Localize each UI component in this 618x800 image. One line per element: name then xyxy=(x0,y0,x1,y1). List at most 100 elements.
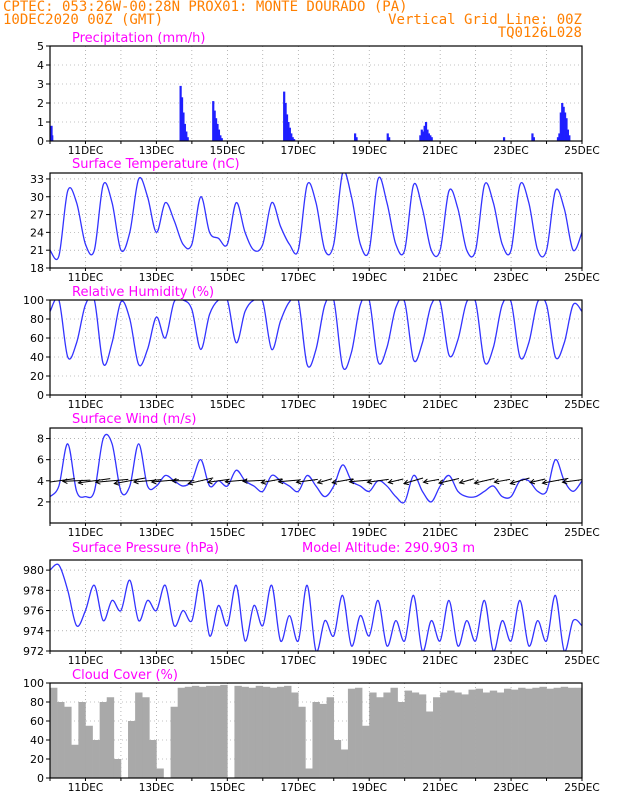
wind-arrow xyxy=(542,477,569,484)
panel-rh: 0 20 40 60 80 100 11DEC 13DEC 15DEC 17DEC 19DEC 21D… xyxy=(23,285,600,411)
cloud-bar xyxy=(433,697,441,778)
precip-bar xyxy=(388,137,391,141)
cloud-bar xyxy=(198,686,207,778)
wind-arrowhead xyxy=(403,479,409,486)
precip-bar xyxy=(284,103,287,141)
cloud-bar xyxy=(305,768,313,778)
cloud-bar xyxy=(319,703,327,778)
x-tick-label: 15DEC xyxy=(210,655,245,667)
cloud-bar xyxy=(113,759,122,778)
cloud-bar xyxy=(276,686,285,778)
cloud-bar xyxy=(411,692,420,778)
y-tick-label: 0 xyxy=(37,772,44,785)
wind-arrow xyxy=(188,477,214,485)
wind-arrowhead xyxy=(132,478,139,485)
y-tick-label: 1 xyxy=(37,116,44,129)
wind-arrowhead xyxy=(206,478,213,485)
wind-arrowhead xyxy=(61,478,68,485)
cloud-bar xyxy=(291,692,299,778)
temp-line xyxy=(50,173,582,261)
cloud-bar xyxy=(475,688,483,778)
cloud-bar xyxy=(503,688,512,778)
precip-bar xyxy=(285,114,289,141)
x-tick-label: 25DEC xyxy=(564,272,599,284)
wind-arrowhead xyxy=(150,478,157,485)
cloud-bar xyxy=(567,687,576,778)
y-tick-label: 60 xyxy=(30,715,44,728)
wind-arrow xyxy=(459,478,475,484)
wind-arrow xyxy=(278,479,301,483)
x-tick-label: 19DEC xyxy=(351,272,386,284)
precip-bar xyxy=(290,133,293,141)
header-model-id: TQ0126L028 xyxy=(497,25,582,41)
wind-arrowhead xyxy=(94,479,101,485)
x-tick-label: 17DEC xyxy=(281,272,316,284)
x-tick-label: 11DEC xyxy=(68,399,103,411)
wind-arrow xyxy=(367,478,389,483)
x-tick-label: 17DEC xyxy=(281,782,316,794)
x-tick-label: 23DEC xyxy=(493,655,528,667)
x-tick-label: 19DEC xyxy=(351,527,386,539)
precip-bar xyxy=(532,137,535,141)
wind-arrowhead xyxy=(260,479,267,485)
series-temp xyxy=(50,173,582,261)
precip-bar xyxy=(566,129,570,141)
wind-arrowhead xyxy=(473,479,480,485)
panel-title: Surface Pressure (hPa) xyxy=(72,541,219,556)
precip-bar xyxy=(559,112,562,141)
precip-bar xyxy=(355,137,358,141)
wind-arrow xyxy=(95,478,129,483)
precip-bar xyxy=(183,123,186,141)
y-tick-label: 21 xyxy=(30,244,44,257)
wind-arrow xyxy=(50,478,75,483)
cloud-bar xyxy=(347,688,356,778)
rh-line xyxy=(50,300,582,371)
precip-bar xyxy=(563,112,567,141)
x-tick-label: 11DEC xyxy=(68,655,103,667)
cloud-bar xyxy=(518,687,526,778)
wind-line xyxy=(50,433,582,504)
cloud-bar xyxy=(298,706,306,778)
precip-bar xyxy=(186,137,189,141)
y-tick-label: 4 xyxy=(37,59,44,72)
wind-arrow xyxy=(332,478,354,484)
x-tick-label: 21DEC xyxy=(422,527,457,539)
y-tick-label: 5 xyxy=(37,40,44,53)
wind-arrow xyxy=(474,477,495,484)
precip-bar xyxy=(287,122,290,141)
y-tick-label: 20 xyxy=(30,753,44,766)
cloud-bar xyxy=(383,692,391,778)
x-tick-label: 25DEC xyxy=(564,655,599,667)
cloud-bar xyxy=(369,692,377,778)
cloud-bar xyxy=(496,692,505,778)
cloud-bar xyxy=(78,702,86,778)
cloud-bar xyxy=(99,702,108,778)
wind-arrow xyxy=(78,478,111,484)
wind-arrowhead xyxy=(187,479,194,486)
panel-annotation: Model Altitude: 290.903 m xyxy=(302,541,475,556)
cloud-bar xyxy=(340,749,349,778)
y-tick-label: 18 xyxy=(30,262,44,275)
wind-arrowhead xyxy=(77,479,84,486)
cloud-bar xyxy=(482,692,491,778)
precip-bar xyxy=(220,138,223,141)
wind-arrow xyxy=(510,477,530,485)
precip-bar xyxy=(386,133,389,141)
y-tick-label: 2 xyxy=(37,97,44,110)
y-tick-label: 33 xyxy=(30,173,44,186)
x-tick-label: 23DEC xyxy=(493,145,528,157)
precip-bar xyxy=(558,133,561,141)
precip-bar xyxy=(219,135,222,141)
cloud-bar xyxy=(220,684,228,778)
precip-bar xyxy=(213,110,216,141)
header-line1: CPTEC: 053:26W-00:28N PROX01: MONTE DOUR… xyxy=(3,0,408,15)
precip-bar xyxy=(561,103,564,141)
wind-arrowhead xyxy=(541,479,548,486)
cloud-bar xyxy=(128,721,136,778)
precip-bar xyxy=(426,129,429,141)
y-tick-label: 2 xyxy=(37,496,44,509)
cloud-bar xyxy=(106,697,115,778)
plot-frame xyxy=(49,682,583,779)
wind-arrowhead xyxy=(458,478,465,485)
